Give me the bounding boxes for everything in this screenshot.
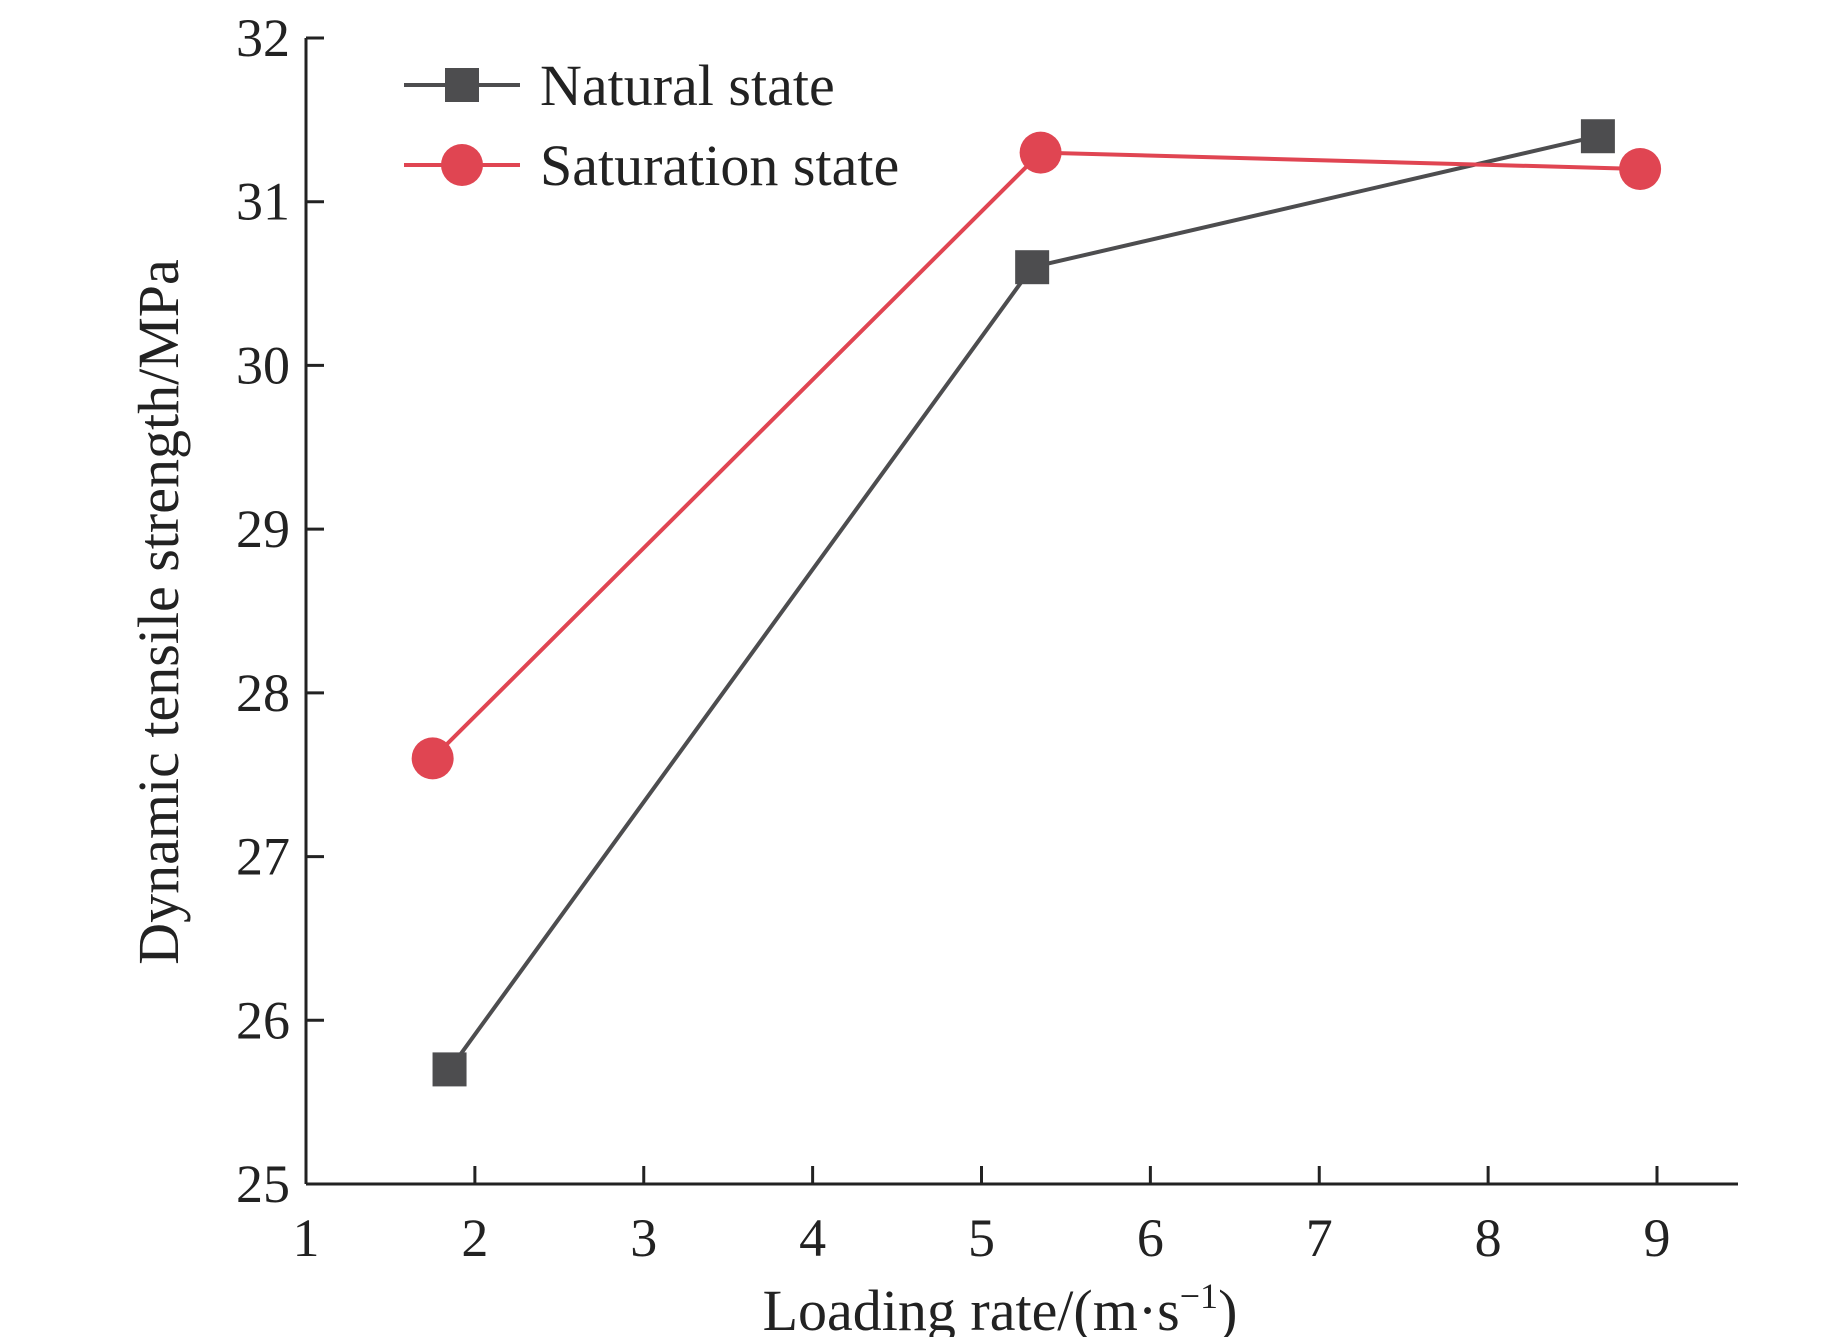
x-tick-label: 2 [461, 1208, 488, 1268]
series-layer [411, 119, 1662, 1087]
y-tick-label: 27 [236, 827, 290, 887]
x-tick-label: 4 [799, 1208, 826, 1268]
y-axis-title: Dynamic tensile strength/MPa [126, 259, 191, 965]
x-axis-title: Loading rate/(m·s−1) [763, 1276, 1238, 1337]
series-natural-state [432, 119, 1615, 1087]
legend-marker-natural-state [445, 68, 479, 102]
legend-label-natural-state: Natural state [540, 53, 835, 118]
x-axis-title-superscript: −1 [1180, 1276, 1218, 1316]
y-tick-label: 26 [236, 990, 290, 1050]
data-point-saturation-state [411, 737, 454, 780]
y-tick-label: 28 [236, 663, 290, 723]
x-tick-label: 7 [1306, 1208, 1333, 1268]
data-point-natural-state [432, 1052, 467, 1087]
y-tick-label: 32 [236, 8, 290, 68]
data-point-saturation-state [1619, 147, 1662, 190]
y-tick-label: 31 [236, 172, 290, 232]
x-tick-label: 9 [1644, 1208, 1671, 1268]
y-tick-label: 29 [236, 499, 290, 559]
series-saturation-state [411, 131, 1662, 780]
axes [304, 38, 1738, 1186]
data-point-natural-state [1015, 250, 1050, 285]
legend-label-saturation-state: Saturation state [540, 133, 899, 198]
legend: Natural state Saturation state [404, 53, 899, 198]
x-tick-label: 8 [1475, 1208, 1502, 1268]
x-tick-label: 3 [630, 1208, 657, 1268]
x-tick-label: 6 [1137, 1208, 1164, 1268]
x-ticks: 1 2 3 4 5 6 7 8 9 [293, 1166, 1671, 1268]
data-point-saturation-state [1019, 131, 1062, 174]
x-tick-label: 5 [968, 1208, 995, 1268]
y-ticks: 25 26 27 28 29 30 31 32 [236, 8, 324, 1214]
series-line-saturation-state [431, 150, 1641, 760]
legend-marker-saturation-state [441, 144, 483, 186]
x-tick-label: 1 [293, 1208, 320, 1268]
data-point-natural-state [1580, 119, 1615, 154]
y-tick-label: 30 [236, 335, 290, 395]
y-tick-label: 25 [236, 1154, 290, 1214]
